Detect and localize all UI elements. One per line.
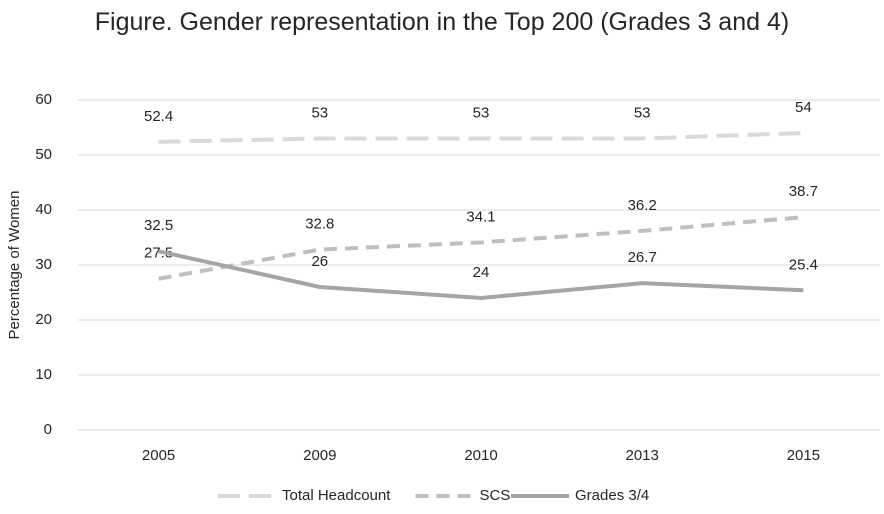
data-label: 32.8 <box>305 216 334 233</box>
x-tick-label: 2005 <box>142 447 175 464</box>
data-label: 32.5 <box>144 217 173 234</box>
x-tick-label: 2010 <box>464 447 497 464</box>
y-tick-label: 0 <box>44 421 52 438</box>
y-tick-label: 40 <box>35 201 52 218</box>
data-label: 53 <box>473 104 490 121</box>
y-tick-label: 20 <box>35 311 52 328</box>
data-label: 53 <box>634 104 651 121</box>
data-label: 36.2 <box>628 197 657 214</box>
legend-label: Total Headcount <box>282 487 391 504</box>
legend-label: Grades 3/4 <box>575 487 649 504</box>
x-tick-label: 2009 <box>303 447 336 464</box>
data-label: 26 <box>311 253 328 270</box>
y-tick-label: 60 <box>35 91 52 108</box>
data-label: 26.7 <box>628 249 657 266</box>
data-label: 34.1 <box>466 208 495 225</box>
data-label: 25.4 <box>789 256 818 273</box>
legend-label: SCS <box>480 487 511 504</box>
data-label: 54 <box>795 99 812 116</box>
y-axis-label: Percentage of Women <box>6 191 23 340</box>
x-tick-label: 2015 <box>787 447 820 464</box>
series-line <box>158 249 804 301</box>
series-line <box>158 131 804 144</box>
series-line <box>158 215 804 281</box>
data-label: 24 <box>473 264 490 281</box>
y-tick-label: 10 <box>35 366 52 383</box>
x-tick-label: 2013 <box>626 447 659 464</box>
chart-title: Figure. Gender representation in the Top… <box>94 8 790 36</box>
y-tick-label: 50 <box>35 146 52 163</box>
data-label: 53 <box>311 104 328 121</box>
data-label: 38.7 <box>789 183 818 200</box>
data-label: 52.4 <box>144 108 173 125</box>
y-tick-label: 30 <box>35 256 52 273</box>
